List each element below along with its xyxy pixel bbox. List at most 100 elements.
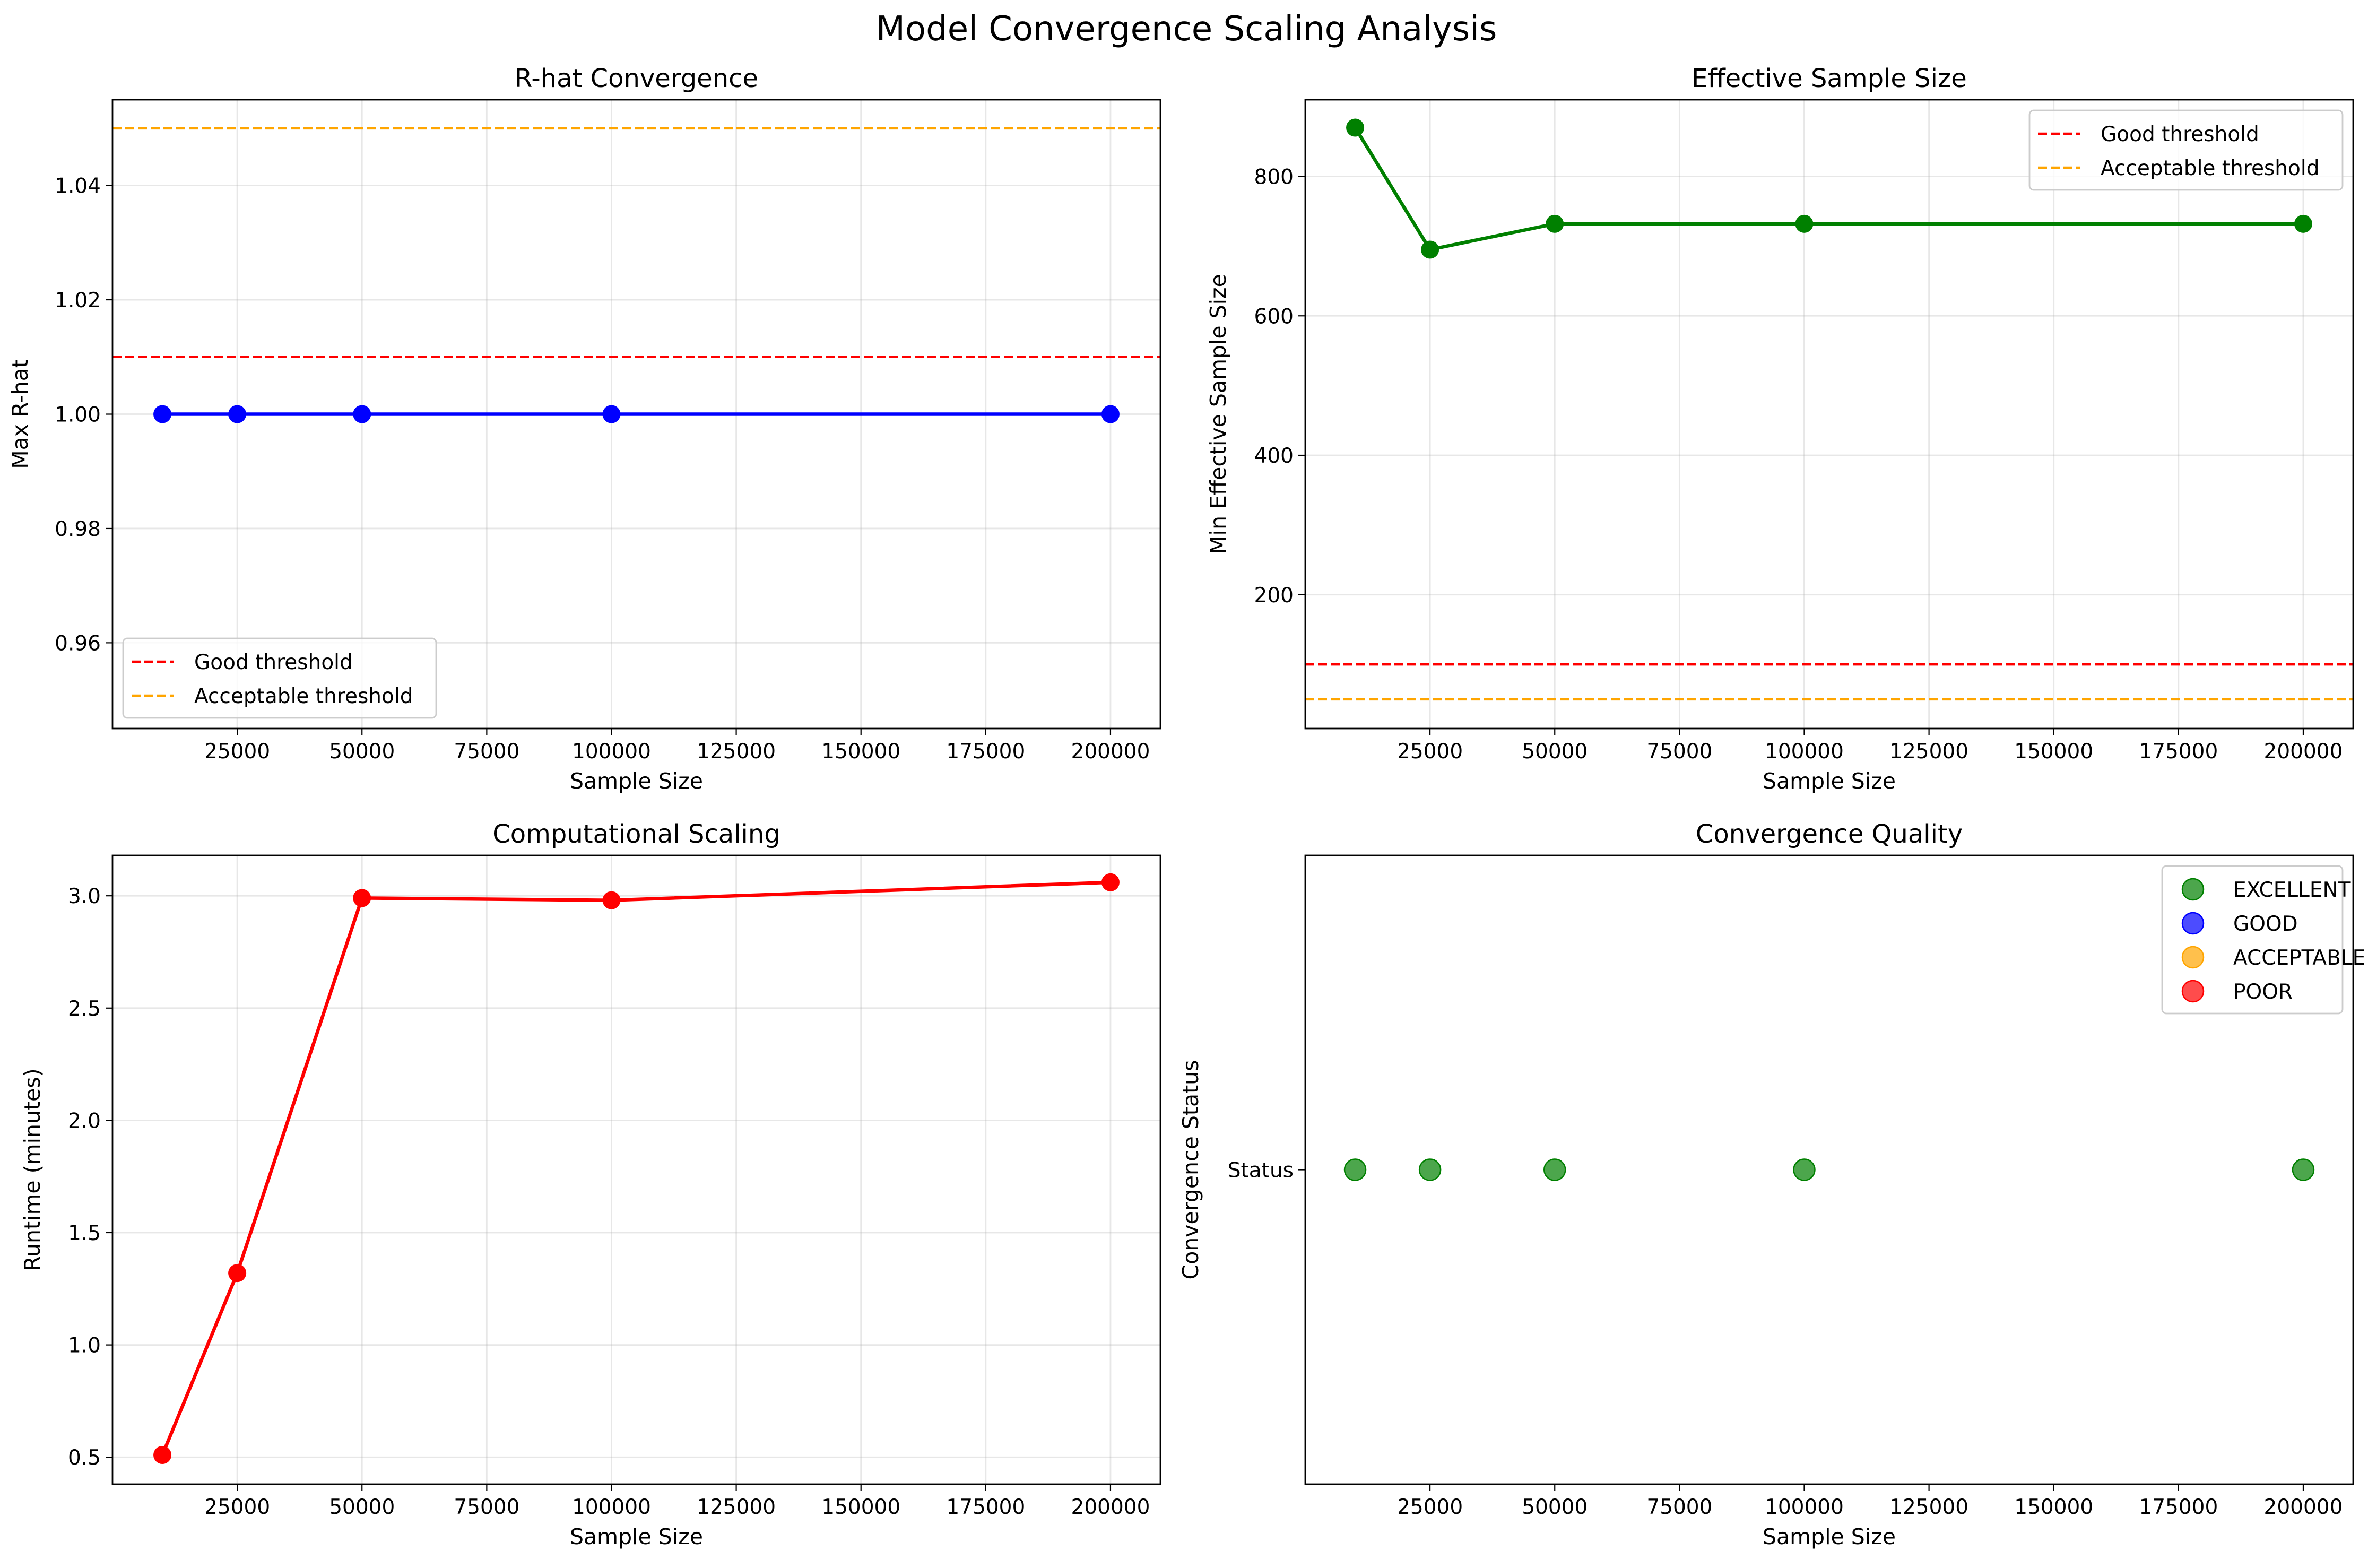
legend-label: EXCELLENT <box>2233 878 2351 902</box>
y-tick-label: 1.02 <box>55 289 101 313</box>
data-point <box>1421 240 1439 259</box>
panel-title: R-hat Convergence <box>515 64 758 93</box>
legend-item: POOR <box>2181 980 2293 1004</box>
data-point <box>1101 405 1120 423</box>
axes-frame <box>1304 99 2354 730</box>
x-tick-label: 75000 <box>454 1495 519 1519</box>
panel-quality: 25000 50000 75000 100000 125000 150000 175000 2… <box>1178 819 2365 1549</box>
scatter-point <box>2292 1158 2315 1181</box>
x-axis-label: Sample Size <box>1763 1524 1896 1549</box>
axes-frame <box>111 854 1161 1485</box>
data-point <box>353 889 371 907</box>
legend-label: Good threshold <box>194 651 353 674</box>
y-tick-label: 400 <box>1254 444 1294 468</box>
legend-item: Good threshold <box>132 651 353 674</box>
y-tick-label: 1.0 <box>68 1334 101 1358</box>
x-tick-label: 200000 <box>2264 1495 2343 1519</box>
y-axis-label: Max R-hat <box>7 359 33 469</box>
panel-title: Computational Scaling <box>492 819 780 849</box>
legend-label: ACCEPTABLE <box>2233 946 2365 970</box>
x-tick-label: 100000 <box>1765 740 1844 764</box>
legend: EXCELLENT GOOD ACCEPTABLE POOR <box>2161 865 2365 1015</box>
x-tick-label: 175000 <box>946 740 1025 764</box>
legend-box <box>2028 109 2344 191</box>
data-point <box>1101 873 1120 891</box>
legend-label: POOR <box>2233 980 2293 1004</box>
legend-box <box>2161 865 2344 1015</box>
y-tick-label: 0.96 <box>55 631 101 655</box>
y-axis-label: Min Effective Sample Size <box>1205 274 1231 555</box>
data-point <box>602 891 621 909</box>
legend-item: EXCELLENT <box>2181 878 2351 902</box>
y-tick-label: 1.04 <box>55 175 101 198</box>
x-axis-label: Sample Size <box>570 1524 703 1549</box>
data-point <box>2294 214 2312 233</box>
y-tick-label: 2.0 <box>68 1109 101 1133</box>
x-tick-label: 125000 <box>1889 1495 1968 1519</box>
legend: Good threshold Acceptable threshold <box>2028 109 2344 191</box>
data-point <box>353 405 371 423</box>
x-tick-label: 25000 <box>1397 740 1463 764</box>
legend-item: Acceptable threshold <box>2038 157 2319 180</box>
data-point <box>153 1445 172 1464</box>
x-tick-label: 200000 <box>1071 1495 1150 1519</box>
x-tick-label: 25000 <box>204 1495 270 1519</box>
x-axis-label: Sample Size <box>1763 768 1896 794</box>
y-tick-label: 200 <box>1254 584 1294 608</box>
x-tick-label: 100000 <box>572 1495 651 1519</box>
x-tick-label: 150000 <box>821 740 900 764</box>
legend-marker <box>2181 878 2205 901</box>
x-tick-label: 200000 <box>1071 740 1150 764</box>
legend-label: Acceptable threshold <box>2101 157 2319 180</box>
y-axis-label: Convergence Status <box>1178 1060 1203 1279</box>
x-axis-label: Sample Size <box>570 768 703 794</box>
legend-marker <box>2181 946 2205 969</box>
legend-label: Good threshold <box>2101 123 2259 146</box>
panel-runtime: 25000 50000 75000 100000 125000 150000 175000 2… <box>20 819 1161 1549</box>
legend-item: GOOD <box>2181 912 2298 936</box>
legend-item: Acceptable threshold <box>132 685 413 708</box>
legend-label: Acceptable threshold <box>194 685 413 708</box>
y-tick-label: 0.98 <box>55 517 101 541</box>
y-axis-label: Runtime (minutes) <box>20 1068 45 1271</box>
x-tick-label: 150000 <box>2014 1495 2093 1519</box>
y-tick-label: 2.5 <box>68 997 101 1021</box>
x-tick-label: 50000 <box>1522 1495 1588 1519</box>
x-tick-label: 50000 <box>329 740 395 764</box>
panel-title: Effective Sample Size <box>1692 64 1966 93</box>
x-tick-label: 150000 <box>2014 740 2093 764</box>
x-tick-label: 25000 <box>204 740 270 764</box>
x-tick-label: 125000 <box>1889 740 1968 764</box>
scatter-point <box>1543 1158 1566 1181</box>
data-point <box>228 405 247 423</box>
x-tick-label: 100000 <box>1765 1495 1844 1519</box>
x-tick-label: 50000 <box>329 1495 395 1519</box>
x-tick-label: 125000 <box>697 1495 776 1519</box>
x-tick-label: 25000 <box>1397 1495 1463 1519</box>
x-tick-label: 150000 <box>821 1495 900 1519</box>
legend-label: GOOD <box>2233 912 2298 936</box>
y-tick-label: 3.0 <box>68 885 101 908</box>
axes-frame <box>1304 854 2354 1485</box>
legend-marker <box>2181 912 2205 935</box>
figure-title: Model Convergence Scaling Analysis <box>876 10 1497 49</box>
legend: Good threshold Acceptable threshold <box>122 637 437 719</box>
x-tick-label: 200000 <box>2264 740 2343 764</box>
data-point <box>153 405 172 423</box>
legend-box <box>122 637 437 719</box>
panel-title: Convergence Quality <box>1696 819 1963 849</box>
x-tick-label: 75000 <box>1646 1495 1712 1519</box>
x-tick-label: 175000 <box>2139 1495 2218 1519</box>
scatter-point <box>1343 1158 1367 1181</box>
plot-area <box>112 855 1160 1484</box>
data-point <box>228 1264 247 1283</box>
data-point <box>1346 118 1365 137</box>
data-point <box>1546 214 1564 233</box>
y-tick-label: 800 <box>1254 166 1294 189</box>
x-tick-label: 175000 <box>946 1495 1025 1519</box>
y-tick-label: 600 <box>1254 305 1294 328</box>
plot-area <box>1305 100 2353 729</box>
panel-ess: 25000 50000 75000 100000 125000 150000 175000 2… <box>1205 64 2354 794</box>
y-tick-label: Status <box>1228 1159 1294 1183</box>
